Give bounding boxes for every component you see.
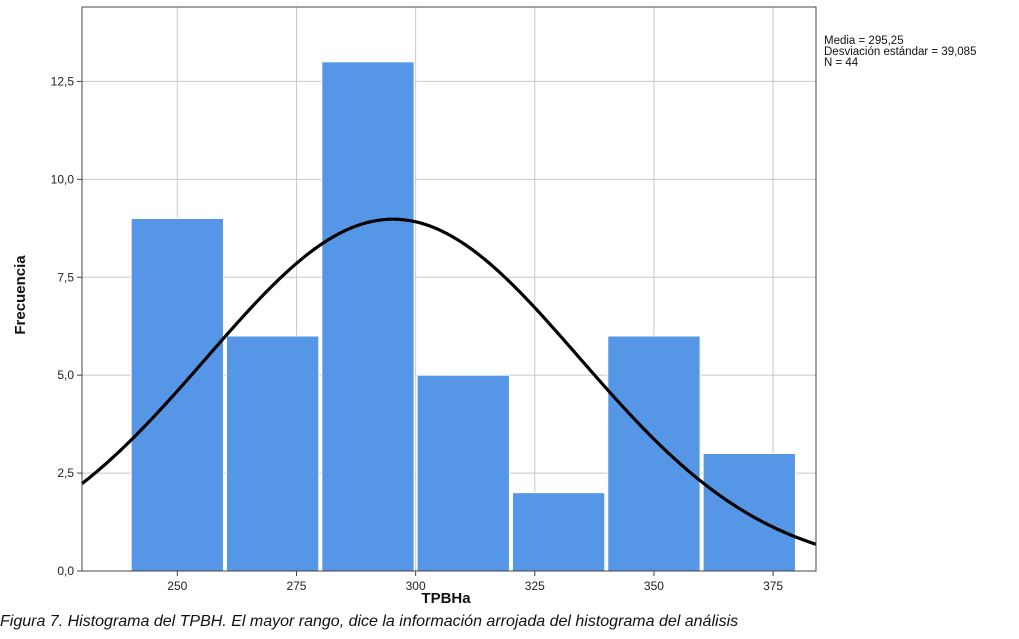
x-tick-label: 300 [406,579,426,593]
x-axis-title: TPBHa [421,590,471,607]
x-tick-label: 325 [525,579,545,593]
y-tick-label: 2,5 [57,466,74,480]
histogram-bar [702,453,796,572]
y-tick-label: 5,0 [57,368,74,382]
normal-curve [81,217,817,546]
stats-line: Desviación estándar = 39,085 [824,46,976,58]
histogram-bar [225,335,320,572]
histogram-bar [607,335,701,572]
x-tick-label: 275 [286,579,306,593]
y-axis-ticks: 0,0 2,5 5,0 7,5 10,0 12,5 [51,74,82,578]
histogram-bar [130,218,224,572]
y-tick-label: 12,5 [51,74,75,88]
figure-caption: Figura 7. Histograma del TPBH. El mayor … [0,613,739,630]
histogram-bar [511,492,606,572]
y-tick-label: 7,5 [57,270,74,284]
plot-frame [81,6,817,572]
histogram-bars [130,61,796,572]
x-tick-label: 375 [763,579,783,593]
histogram-chart: 0,02,55,07,510,012,5 250 275 300 325 350 375 … [12,6,976,607]
stats-line: Media = 295,25 [824,35,904,47]
x-axis-ticks: 250 275 300 325 350 375 [167,571,783,593]
x-tick-label: 350 [644,579,664,593]
y-axis-title: Frecuencia [12,255,29,335]
histogram-bar [416,374,510,572]
stats-line: N = 44 [824,57,859,69]
y-tick-label: 0,0 [57,564,74,578]
histogram-bar [321,61,415,572]
x-tick-label: 250 [167,579,187,593]
y-tick-label: 10,0 [51,172,75,186]
